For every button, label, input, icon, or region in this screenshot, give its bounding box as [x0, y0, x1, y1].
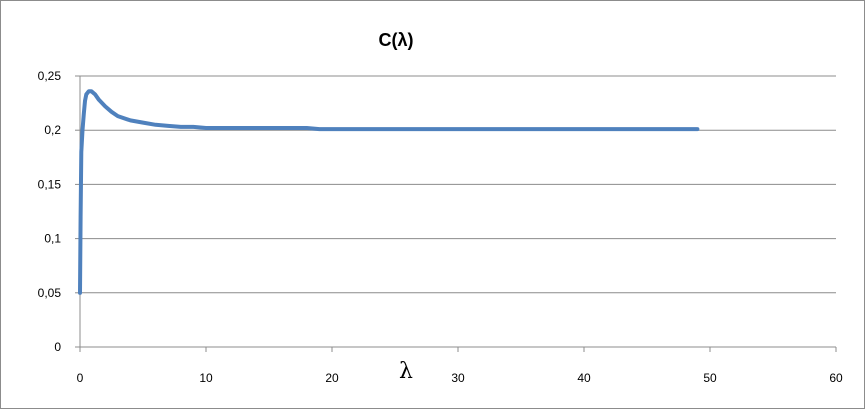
series-line [78, 89, 700, 295]
y-tick-label: 0,15 [38, 177, 62, 191]
axes: 0 0,05 0,1 0,15 0,2 0,25 0 10 20 30 40 50 60 [38, 69, 843, 385]
x-tick-label: 30 [451, 371, 465, 385]
x-axis-label: λ [399, 359, 413, 384]
y-tick-label: 0 [54, 340, 61, 354]
x-tick-label: 10 [199, 371, 213, 385]
x-tick-label: 40 [577, 371, 591, 385]
gridlines [80, 75, 836, 294]
series-layer [78, 89, 700, 295]
y-tick-label: 0,2 [44, 123, 61, 137]
x-tick-label: 20 [325, 371, 339, 385]
y-tick-label: 0,1 [44, 232, 61, 246]
x-tick-label: 50 [703, 371, 717, 385]
chart-title: C(λ) [379, 30, 414, 50]
x-tick-label: 60 [829, 371, 843, 385]
x-tick-label: 0 [77, 371, 84, 385]
y-tick-label: 0,25 [38, 69, 62, 83]
y-tick-label: 0,05 [38, 286, 62, 300]
